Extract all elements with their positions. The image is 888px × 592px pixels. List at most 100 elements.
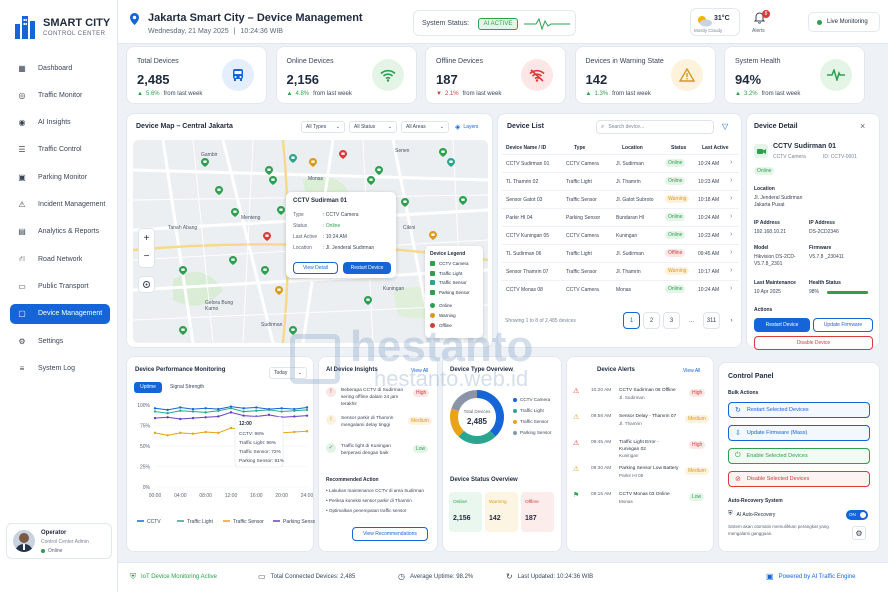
device-marker-icon[interactable]: [375, 166, 383, 175]
next-page-icon[interactable]: ›: [723, 312, 740, 329]
cell-location: Jl. Thamrin: [616, 269, 641, 275]
alerts-button[interactable]: 8 Alerts: [745, 8, 775, 36]
map-canvas[interactable]: Gambir Senen Monas Tanah Abang Menteng Cikini…: [133, 140, 488, 343]
filter-icon[interactable]: ▽: [722, 122, 729, 131]
device-marker-icon[interactable]: [269, 176, 277, 185]
device-marker-icon[interactable]: [289, 326, 297, 335]
zoom-out-button[interactable]: −: [143, 251, 150, 262]
page-button-1[interactable]: 1: [623, 312, 640, 329]
device-marker-icon[interactable]: [309, 158, 317, 167]
table-row[interactable]: CCTV Kuningan 05 CCTV Camera Kuningan Onlin…: [502, 226, 739, 244]
device-marker-icon[interactable]: [229, 256, 237, 265]
restart-selected-devices-button[interactable]: ↻ Restart Selected Devices: [728, 402, 870, 418]
device-marker-icon[interactable]: [401, 198, 409, 207]
device-marker-icon[interactable]: [265, 166, 273, 175]
alerts-title: Device Alerts: [597, 367, 635, 373]
page-button-311[interactable]: 311: [703, 312, 720, 329]
enable-selected-devices-button[interactable]: ⏻ Enable Selected Devices: [728, 448, 870, 464]
disable-selected-devices-button[interactable]: ⊘ Disable Selected Devices: [728, 471, 870, 487]
device-marker-icon[interactable]: [179, 326, 187, 335]
device-marker-icon[interactable]: [231, 208, 239, 217]
device-marker-icon[interactable]: [367, 176, 375, 185]
cell-type: Traffic Light: [566, 251, 592, 257]
sidebar-item-analytics-reports[interactable]: ▤ Analytics & Reports: [10, 222, 110, 242]
sidebar-item-road-network[interactable]: ⛙ Road Network: [10, 249, 110, 269]
layers-button[interactable]: ◈ Layers: [455, 123, 478, 131]
table-row[interactable]: CCTV Monas 08 CCTV Camera Monas Online 10:24…: [502, 280, 739, 298]
restart-device-popup-button[interactable]: Restart Device: [343, 262, 391, 274]
alert-time: 10:20 AM: [591, 388, 612, 393]
filter-type-dropdown[interactable]: All Types ⌄: [301, 121, 345, 133]
sidebar-item-ai-insights[interactable]: ◉ AI Insights: [10, 113, 110, 133]
device-detail-title: Device Detail: [754, 123, 798, 130]
detail-mac: DS-2CD2346: [809, 229, 839, 235]
close-icon[interactable]: ×: [860, 121, 866, 131]
range-dropdown[interactable]: Today ⌄: [269, 367, 307, 379]
device-marker-icon[interactable]: [429, 231, 437, 240]
popup-row-value: : Online: [323, 223, 341, 229]
device-marker-icon[interactable]: [459, 196, 467, 205]
device-marker-icon[interactable]: [364, 296, 372, 305]
footer-updated: ↻ Last Updated: 10:24:36 WIB: [506, 572, 593, 581]
device-marker-icon[interactable]: [289, 154, 297, 163]
device-marker-icon[interactable]: [261, 266, 269, 275]
uptime-line-chart: 0% 25% 50% 75% 100% 00:00 04:00 08:00 12:00 16:00…: [137, 403, 315, 525]
detail-health: 98%: [809, 289, 820, 295]
table-row[interactable]: TL Sudirman 06 Traffic Light Jl. Sudirman O…: [502, 244, 739, 262]
user-card[interactable]: Operator Control Center Admin Online: [6, 523, 112, 559]
device-marker-icon[interactable]: [179, 266, 187, 275]
view-recommendations-button[interactable]: View Recommendations: [352, 527, 428, 541]
sidebar-item-traffic-monitor[interactable]: ◎ Traffic Monitor: [10, 85, 110, 105]
filter-status-dropdown[interactable]: All Status ⌄: [349, 121, 397, 133]
legend-status-label: Offline: [439, 323, 452, 328]
device-search-input[interactable]: ⌕ Search device...: [596, 120, 714, 134]
data-point: [179, 417, 182, 421]
device-marker-icon[interactable]: [263, 232, 271, 241]
table-row[interactable]: Sensor Gatot 03 Traffic Sensor Jl. Gatot S…: [502, 190, 739, 208]
data-point: [191, 432, 195, 435]
view-detail-button[interactable]: View Detail: [293, 262, 338, 274]
table-row[interactable]: Parkir HI 04 Parking Sensor Bundaran HI Onl…: [502, 208, 739, 226]
detail-mac-label: IP Address: [809, 220, 835, 226]
sidebar-item-settings[interactable]: ⚙ Settings: [10, 331, 110, 351]
device-marker-icon[interactable]: [277, 206, 285, 215]
popup-row-value: : 10:24 AM: [323, 234, 347, 240]
sidebar-item-traffic-control[interactable]: ☰ Traffic Control: [10, 140, 110, 160]
alerts-view-all-link[interactable]: View All: [683, 368, 701, 374]
device-marker-icon[interactable]: [439, 148, 447, 157]
settings-gear-icon[interactable]: ⚙: [852, 526, 866, 540]
device-marker-icon[interactable]: [201, 158, 209, 167]
page-button-ellipsis[interactable]: ...: [683, 312, 700, 329]
table-row[interactable]: Sensor Thamrin 07 Traffic Sensor Jl. Thamr…: [502, 262, 739, 280]
locate-button[interactable]: [138, 276, 155, 293]
table-row[interactable]: CCTV Sudirman 01 CCTV Camera Jl. Sudirman O…: [502, 154, 739, 172]
sidebar-item-incident-management[interactable]: ⚠ Incident Management: [10, 195, 110, 215]
tab-uptime[interactable]: Uptime: [134, 382, 162, 393]
live-monitoring-toggle[interactable]: Live Monitoring: [808, 12, 880, 32]
sidebar-item-public-transport[interactable]: ▭ Public Transport: [10, 276, 110, 296]
device-marker-icon[interactable]: [447, 158, 455, 167]
page-button-2[interactable]: 2: [643, 312, 660, 329]
sidebar-item-system-log[interactable]: ≡ System Log: [10, 358, 110, 378]
auto-recovery-toggle[interactable]: ON: [846, 510, 868, 520]
sidebar-item-device-management[interactable]: ▢ Device Management: [10, 303, 110, 324]
popup-row-value: : CCTV Camera: [323, 212, 359, 218]
restart-device-button[interactable]: Restart Device: [754, 318, 810, 332]
device-marker-icon[interactable]: [339, 150, 347, 159]
update-firmware-mass--button[interactable]: ⇩ Update Firmware (Mass): [728, 425, 870, 441]
page-button-3[interactable]: 3: [663, 312, 680, 329]
device-marker-icon[interactable]: [215, 186, 223, 195]
disable-device-button[interactable]: Disable Device: [754, 336, 873, 350]
ai-view-all-link[interactable]: View All: [411, 368, 429, 374]
header-date: Wednesday, 21 May 2025 | 10:24:36 WIB: [148, 28, 283, 35]
tab-signal-strength[interactable]: Signal Strength: [170, 384, 205, 390]
table-row[interactable]: TL Thamrin 02 Traffic Light Jl. Thamrin Onl…: [502, 172, 739, 190]
update-firmware-button[interactable]: Update Firmware: [813, 318, 873, 332]
zoom-in-button[interactable]: +: [143, 233, 150, 244]
device-marker-icon[interactable]: [275, 286, 283, 295]
sidebar-item-dashboard[interactable]: ▦ Dashboard: [10, 58, 110, 78]
sidebar-item-parking-monitor[interactable]: ▣ Parking Monitor: [10, 167, 110, 187]
filter-area-dropdown[interactable]: All Areas ⌄: [401, 121, 449, 133]
detail-ip-label: IP Address: [754, 220, 780, 226]
data-point: [217, 431, 220, 435]
